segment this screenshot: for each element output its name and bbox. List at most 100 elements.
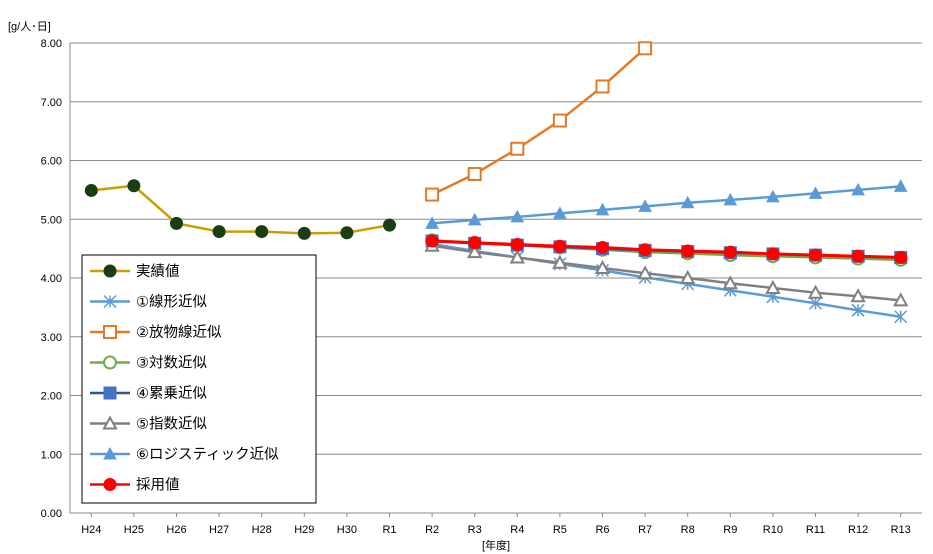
legend-item: 実績値 [90, 263, 180, 280]
data-point [84, 183, 98, 197]
series-7 [425, 179, 908, 229]
x-tick-label: R11 [806, 524, 825, 536]
data-point [851, 182, 865, 196]
y-tick-label: 4.00 [41, 273, 62, 285]
y-tick-label: 5.00 [41, 214, 62, 226]
data-point [894, 310, 908, 324]
legend: 実績値 ①線形近似 ②放物線近似 ③対数近似 ④累乗近似 ⑤指数近似 ⑥ロジスティック近似採… [81, 254, 317, 504]
data-point [127, 179, 141, 193]
x-tick-label: R8 [681, 524, 695, 536]
data-point [851, 249, 865, 263]
data-point [638, 243, 652, 257]
legend-label: ③対数近似 [136, 355, 207, 372]
x-tick-label: H27 [209, 524, 229, 536]
x-tick-label: H24 [81, 524, 101, 536]
data-point [103, 446, 117, 460]
series-layer [84, 41, 909, 324]
data-point [510, 141, 525, 156]
x-tick-label: H30 [337, 524, 357, 536]
legend-item: ⑥ロジスティック近似 [90, 446, 279, 463]
data-point [102, 415, 118, 430]
data-point [103, 294, 117, 309]
data-point [765, 279, 781, 294]
x-tick-label: R9 [723, 524, 737, 536]
y-tick-label: 2.00 [41, 391, 62, 403]
data-point [637, 265, 653, 280]
x-tick-label: H29 [294, 524, 314, 536]
y-axis-label: [g/人･日] [8, 20, 51, 33]
data-point [766, 247, 780, 261]
data-point [297, 226, 311, 240]
data-point [851, 303, 865, 317]
y-tick-label: 6.00 [41, 156, 62, 168]
x-tick-label: R6 [595, 524, 609, 536]
data-point [340, 226, 354, 240]
data-point [766, 189, 780, 203]
data-point [425, 216, 439, 229]
x-tick-label: R2 [425, 524, 439, 536]
data-point [103, 264, 117, 278]
series-3 [425, 41, 653, 202]
series-6 [424, 237, 909, 307]
data-point [680, 195, 695, 209]
x-tick-label: R12 [848, 524, 868, 536]
data-point [255, 225, 269, 239]
legend-item: 採用値 [90, 477, 180, 494]
x-tick-label: H28 [252, 524, 272, 536]
x-axis-label: [年度] [482, 538, 510, 552]
y-tick-label: 1.00 [41, 449, 62, 461]
data-point [595, 202, 610, 216]
data-point [553, 206, 567, 219]
series-8 [425, 234, 908, 264]
legend-item: ⑤指数近似 [90, 415, 207, 433]
data-point [808, 296, 823, 310]
data-point [638, 199, 652, 212]
data-point [383, 218, 396, 232]
y-tick-label: 3.00 [41, 332, 62, 344]
x-tick-label: R4 [510, 524, 524, 536]
legend-label: 採用値 [136, 477, 180, 494]
y-tick-label: 8.00 [41, 38, 62, 50]
data-point [103, 386, 117, 400]
data-point [425, 234, 439, 248]
data-point [808, 186, 823, 199]
data-point [680, 269, 696, 284]
series-line [431, 244, 901, 302]
x-tick-label: R3 [468, 524, 482, 536]
y-tick-label: 7.00 [41, 97, 62, 109]
series-line [431, 185, 901, 225]
data-point [467, 244, 483, 259]
data-point [212, 225, 226, 239]
x-tick-label: R10 [763, 524, 783, 536]
data-point [638, 41, 653, 56]
data-point [596, 240, 609, 254]
data-point [170, 216, 183, 230]
legend-label: ②放物線近似 [136, 324, 222, 341]
data-point [553, 239, 567, 253]
data-point [594, 259, 611, 275]
legend-label: ④累乗近似 [136, 385, 207, 402]
y-tick-label: 0.00 [41, 508, 62, 520]
data-point [103, 478, 117, 491]
series-line [91, 184, 390, 235]
series-line [431, 47, 646, 196]
data-point [510, 209, 525, 223]
data-point [807, 284, 824, 299]
data-point [722, 275, 738, 290]
data-point [893, 292, 909, 307]
legend-item: ④累乗近似 [90, 385, 207, 402]
data-point [509, 249, 525, 264]
legend-box [81, 254, 317, 504]
legend-label: ①線形近似 [136, 294, 207, 311]
legend-item: ③対数近似 [90, 355, 207, 372]
legend-label: 実績値 [136, 263, 180, 280]
data-point [552, 254, 568, 269]
x-tick-labels: H24 H25 H26 H27 H28 H29 H30 R1 R2 R3 R4 R5 R6 R7 R8 R9 R… [81, 513, 911, 536]
legend-label: ⑤指数近似 [136, 416, 207, 433]
data-point [595, 79, 610, 94]
x-tick-label: R7 [638, 524, 652, 536]
x-tick-label: H25 [124, 524, 144, 536]
data-point [552, 113, 567, 128]
x-tick-label: R1 [382, 524, 396, 536]
